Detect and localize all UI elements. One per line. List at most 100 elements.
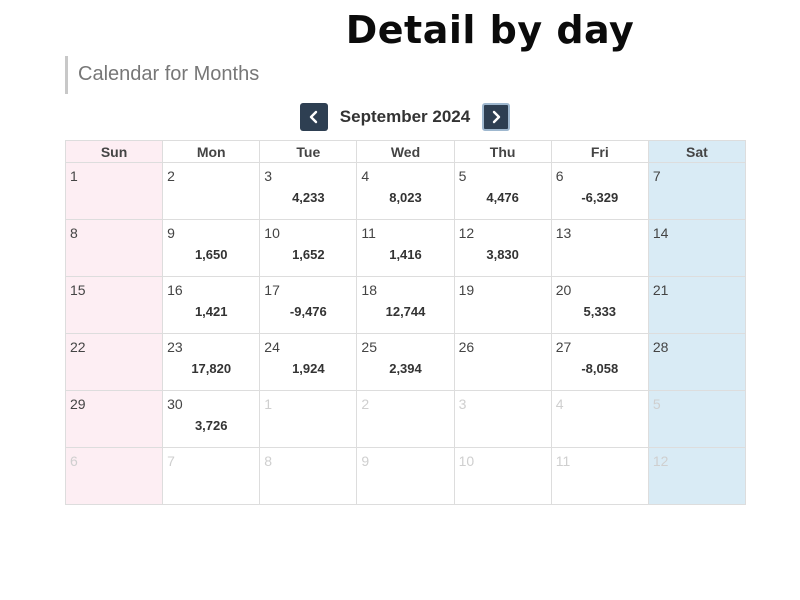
day-number: 1 xyxy=(264,396,273,412)
day-amount: 8,023 xyxy=(389,190,422,205)
calendar-day-cell[interactable]: 19 xyxy=(453,276,552,334)
calendar-day-cell[interactable]: 17 -9,476 xyxy=(259,276,358,334)
calendar-week-row: 29 30 3,726 1 2 3 4 5 xyxy=(64,390,747,448)
day-number: 9 xyxy=(361,453,370,469)
day-number: 9 xyxy=(167,225,175,241)
day-number: 29 xyxy=(70,396,86,412)
month-navigator: September 2024 xyxy=(0,102,800,132)
day-number: 4 xyxy=(555,396,564,412)
day-number: 2 xyxy=(167,168,175,184)
calendar-day-cell[interactable]: 9 1,650 xyxy=(162,219,261,277)
calendar-day-cell-outside-month: 11 xyxy=(550,447,649,505)
calendar-day-cell[interactable]: 3 4,233 xyxy=(259,162,358,220)
calendar-day-cell[interactable]: 23 17,820 xyxy=(162,333,261,391)
calendar-day-cell-outside-month: 9 xyxy=(356,447,455,505)
calendar-day-cell[interactable]: 28 xyxy=(647,333,747,391)
day-number: 3 xyxy=(264,168,273,184)
calendar-day-cell[interactable]: 10 1,652 xyxy=(259,219,358,277)
weekday-header-row: Sun Mon Tue Wed Thu Fri Sat xyxy=(64,140,747,163)
day-number: 10 xyxy=(458,453,475,469)
calendar-week-row: 1 2 3 4,233 4 8,023 5 4,476 6 -6,329 7 xyxy=(64,162,747,220)
calendar-day-cell[interactable]: 20 5,333 xyxy=(550,276,649,334)
calendar-day-cell-outside-month: 10 xyxy=(453,447,552,505)
calendar-day-cell[interactable]: 2 xyxy=(162,162,261,220)
calendar-day-cell[interactable]: 18 12,744 xyxy=(356,276,455,334)
month-calendar: Sun Mon Tue Wed Thu Fri Sat 1 2 3 4,233 4 8,0… xyxy=(64,140,747,505)
calendar-day-cell-outside-month: 8 xyxy=(259,447,358,505)
day-number: 15 xyxy=(70,282,86,298)
day-amount: 3,726 xyxy=(194,418,228,433)
day-amount: -6,329 xyxy=(581,190,619,205)
section-title: Calendar for Months xyxy=(65,56,259,94)
calendar-week-row: 15 16 1,421 17 -9,476 18 12,744 19 20 5,333 21 xyxy=(64,276,747,334)
day-amount: 1,924 xyxy=(292,361,325,376)
current-month-label: September 2024 xyxy=(339,107,471,126)
weekday-header-thu: Thu xyxy=(453,140,552,163)
day-number: 7 xyxy=(167,453,175,469)
calendar-day-cell[interactable]: 25 2,394 xyxy=(356,333,455,391)
calendar-day-cell[interactable]: 22 xyxy=(64,333,164,391)
calendar-day-cell[interactable]: 14 xyxy=(647,219,747,277)
day-amount: 12,744 xyxy=(385,304,426,319)
calendar-day-cell[interactable]: 1 xyxy=(64,162,164,220)
calendar-day-cell[interactable]: 7 xyxy=(647,162,747,220)
day-amount: 1,421 xyxy=(194,304,228,319)
calendar-day-cell[interactable]: 16 1,421 xyxy=(162,276,261,334)
calendar-day-cell-outside-month: 2 xyxy=(356,390,455,448)
day-amount: 1,416 xyxy=(389,247,422,262)
calendar-day-cell[interactable]: 21 xyxy=(647,276,747,334)
day-number: 25 xyxy=(361,339,377,355)
day-amount: 4,476 xyxy=(486,190,519,205)
calendar-day-cell[interactable]: 13 xyxy=(550,219,649,277)
calendar-day-cell-outside-month: 5 xyxy=(647,390,747,448)
calendar-day-cell-outside-month: 7 xyxy=(162,447,261,505)
weekday-header-mon: Mon xyxy=(162,140,261,163)
day-number: 8 xyxy=(70,225,78,241)
day-number: 11 xyxy=(555,453,571,469)
day-number: 4 xyxy=(361,168,370,184)
calendar-day-cell[interactable]: 29 xyxy=(64,390,164,448)
day-number: 26 xyxy=(458,339,475,355)
day-number: 19 xyxy=(458,282,475,298)
next-month-button[interactable] xyxy=(482,103,511,131)
calendar-day-cell[interactable]: 6 -6,329 xyxy=(550,162,649,220)
day-number: 28 xyxy=(652,339,669,355)
day-number: 16 xyxy=(167,282,183,298)
day-number: 22 xyxy=(70,339,86,355)
previous-month-button[interactable] xyxy=(299,103,328,131)
day-number: 18 xyxy=(361,282,377,298)
day-number: 24 xyxy=(264,339,280,355)
day-amount: 1,650 xyxy=(194,247,228,262)
day-amount: 3,830 xyxy=(486,247,519,262)
weekday-header-tue: Tue xyxy=(259,140,358,163)
weekday-header-sun: Sun xyxy=(64,140,164,163)
day-number: 21 xyxy=(652,282,669,298)
calendar-day-cell[interactable]: 24 1,924 xyxy=(259,333,358,391)
day-number: 6 xyxy=(70,453,78,469)
calendar-day-cell[interactable]: 4 8,023 xyxy=(356,162,455,220)
calendar-day-cell[interactable]: 11 1,416 xyxy=(356,219,455,277)
day-number: 8 xyxy=(264,453,273,469)
day-number: 5 xyxy=(652,396,661,412)
calendar-day-cell[interactable]: 12 3,830 xyxy=(453,219,552,277)
day-amount: 17,820 xyxy=(191,361,232,376)
day-amount: 2,394 xyxy=(389,361,422,376)
day-number: 10 xyxy=(264,225,280,241)
calendar-day-cell-outside-month: 12 xyxy=(647,447,747,505)
calendar-day-cell[interactable]: 5 4,476 xyxy=(453,162,552,220)
day-number: 12 xyxy=(458,225,475,241)
calendar-day-cell[interactable]: 30 3,726 xyxy=(162,390,261,448)
day-amount: -8,058 xyxy=(581,361,619,376)
day-number: 11 xyxy=(361,225,376,241)
day-amount: 1,652 xyxy=(292,247,325,262)
calendar-day-cell[interactable]: 27 -8,058 xyxy=(550,333,649,391)
day-amount: 5,333 xyxy=(583,304,617,319)
weekday-header-wed: Wed xyxy=(356,140,455,163)
calendar-day-cell[interactable]: 26 xyxy=(453,333,552,391)
calendar-week-row: 6 7 8 9 10 11 12 xyxy=(64,447,747,505)
calendar-day-cell[interactable]: 8 xyxy=(64,219,164,277)
day-number: 17 xyxy=(264,282,280,298)
day-number: 30 xyxy=(167,396,183,412)
day-number: 5 xyxy=(458,168,467,184)
calendar-day-cell[interactable]: 15 xyxy=(64,276,164,334)
